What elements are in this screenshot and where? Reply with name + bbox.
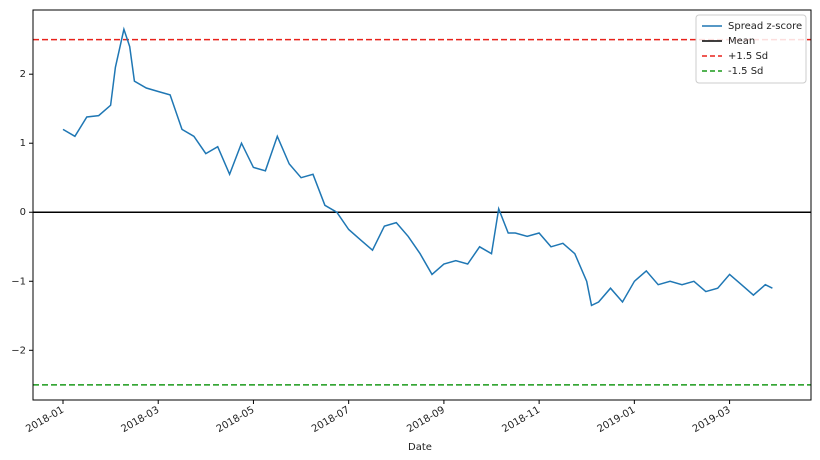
x-tick-label: 2018-03	[120, 405, 162, 435]
x-tick-label: 2018-09	[405, 405, 447, 435]
y-tick-label: 1	[20, 138, 26, 149]
x-tick-label: 2019-03	[691, 405, 733, 435]
legend-box	[695, 14, 807, 84]
x-tick-label: 2018-07	[310, 405, 352, 435]
y-tick-label: −1	[11, 276, 26, 287]
y-tick-label: 2	[20, 69, 26, 80]
x-tick-label: 2019-01	[596, 405, 638, 435]
y-tick-label: −2	[11, 345, 26, 356]
data-line	[62, 26, 773, 307]
x-tick-label: 2018-01	[24, 405, 66, 435]
legend-label: Spread z-score	[728, 21, 802, 32]
legend-label: -1.5 Sd	[728, 66, 763, 77]
x-axis-label: Date	[408, 442, 432, 453]
x-tick-label: 2018-05	[215, 405, 257, 435]
plot-frame	[32, 9, 812, 401]
plot	[33, 26, 811, 386]
legend-label: Mean	[728, 36, 755, 47]
y-tick-label: 0	[20, 207, 26, 218]
legend-label: +1.5 Sd	[728, 51, 768, 62]
x-tick-label: 2018-11	[500, 405, 542, 435]
